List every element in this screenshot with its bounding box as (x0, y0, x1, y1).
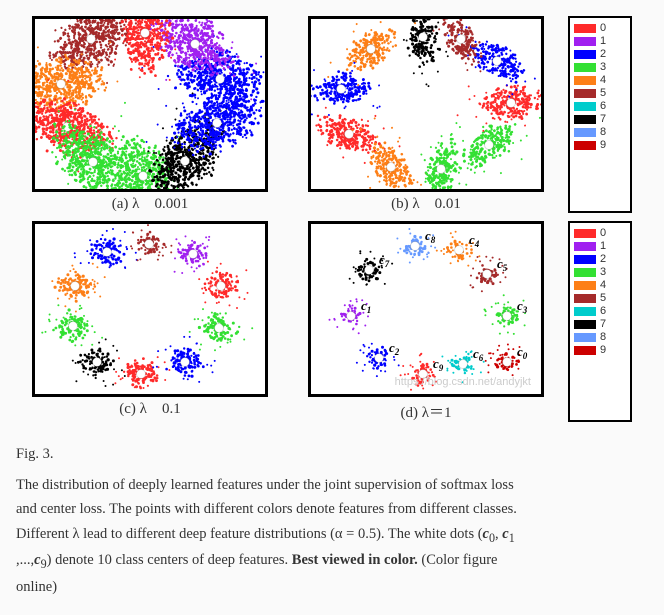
legend-label: 8 (600, 331, 606, 343)
legend-label: 5 (600, 87, 606, 99)
legend-label: 0 (600, 22, 606, 34)
caption-b-value: 0.01 (435, 196, 461, 212)
caption-d-prefix: (d) λ＝1 (400, 405, 451, 421)
cap-bold: Best viewed in color. (292, 552, 418, 568)
figure-grid: (a) λ 0.001 (b) λ 0.01 0123456789 (c) λ … (16, 16, 648, 422)
legend-swatch (574, 346, 596, 355)
fig-label: Fig. 3. (16, 442, 648, 467)
legend-label: 4 (600, 74, 606, 86)
caption-d: (d) λ＝1 (400, 401, 451, 422)
legend-row: 7 (574, 318, 626, 330)
legend-label: 5 (600, 292, 606, 304)
legend-label: 6 (600, 305, 606, 317)
legend-label: 0 (600, 227, 606, 239)
legend-label: 3 (600, 61, 606, 73)
legend-row: 0 (574, 227, 626, 239)
panel-b: (b) λ 0.01 (292, 16, 560, 213)
legend-label: 1 (600, 35, 606, 47)
legend-swatch (574, 63, 596, 72)
legend-label: 9 (600, 139, 606, 151)
legend-label: 9 (600, 344, 606, 356)
cap-l5: online) (16, 579, 57, 595)
legend-row: 9 (574, 344, 626, 356)
plot-b (308, 16, 544, 192)
legend-row: 4 (574, 279, 626, 291)
legend-row: 6 (574, 100, 626, 112)
legend-swatch (574, 24, 596, 33)
legend-swatch (574, 242, 596, 251)
legend-swatch (574, 307, 596, 316)
legend-label: 7 (600, 318, 606, 330)
legend-label: 2 (600, 253, 606, 265)
legend-swatch (574, 89, 596, 98)
legend-row: 3 (574, 266, 626, 278)
legend-bottom: 0123456789 (568, 221, 632, 422)
caption-a: (a) λ 0.001 (112, 196, 188, 213)
panel-a: (a) λ 0.001 (16, 16, 284, 213)
legend-row: 2 (574, 48, 626, 60)
plot-d: c8c4c7c5c1c3c2c9c6c0 https://blog.csdn.n… (308, 221, 544, 397)
legend-swatch (574, 281, 596, 290)
legend-swatch (574, 229, 596, 238)
legend-row: 1 (574, 240, 626, 252)
panel-d: c8c4c7c5c1c3c2c9c6c0 https://blog.csdn.n… (292, 221, 560, 422)
legend-row: 5 (574, 292, 626, 304)
legend-row: 0 (574, 22, 626, 34)
legend-label: 2 (600, 48, 606, 60)
caption-b-prefix: (b) λ (391, 196, 420, 212)
cap-l2: and center loss. The points with differe… (16, 501, 517, 517)
legend-label: 6 (600, 100, 606, 112)
panel-c: (c) λ 0.1 (16, 221, 284, 422)
legend-row: 2 (574, 253, 626, 265)
legend-swatch (574, 333, 596, 342)
caption-c-value: 0.1 (162, 401, 181, 417)
cap-l4b: ) denote 10 class centers of deep featur… (47, 552, 292, 568)
legend-row: 3 (574, 61, 626, 73)
legend-swatch (574, 141, 596, 150)
legend-swatch (574, 268, 596, 277)
caption-a-value: 0.001 (154, 196, 188, 212)
legend-row: 9 (574, 139, 626, 151)
caption-a-prefix: (a) λ (112, 196, 140, 212)
legend-swatch (574, 294, 596, 303)
legend-row: 4 (574, 74, 626, 86)
legend-label: 3 (600, 266, 606, 278)
plot-a (32, 16, 268, 192)
legend-swatch (574, 37, 596, 46)
caption-c-prefix: (c) λ (119, 401, 147, 417)
legend-row: 8 (574, 331, 626, 343)
figure-caption: Fig. 3. The distribution of deeply learn… (16, 442, 648, 599)
legend-swatch (574, 50, 596, 59)
caption-c: (c) λ 0.1 (119, 401, 180, 418)
legend-swatch (574, 255, 596, 264)
caption-b: (b) λ 0.01 (391, 196, 461, 213)
legend-label: 1 (600, 240, 606, 252)
legend-swatch (574, 128, 596, 137)
legend-row: 5 (574, 87, 626, 99)
legend-row: 8 (574, 126, 626, 138)
legend-row: 6 (574, 305, 626, 317)
legend-label: 7 (600, 113, 606, 125)
legend-label: 8 (600, 126, 606, 138)
c1sub: 1 (509, 531, 515, 545)
legend-swatch (574, 102, 596, 111)
legend-row: 1 (574, 35, 626, 47)
cap-l3a: Different λ lead to different deep featu… (16, 526, 483, 542)
legend-row: 7 (574, 113, 626, 125)
watermark: https://blog.csdn.net/andyjkt (395, 376, 531, 388)
legend-top: 0123456789 (568, 16, 632, 213)
cap-tail: (Color figure (418, 552, 498, 568)
plot-c (32, 221, 268, 397)
legend-swatch (574, 115, 596, 124)
cap-l1: The distribution of deeply learned featu… (16, 477, 514, 493)
legend-label: 4 (600, 279, 606, 291)
legend-swatch (574, 76, 596, 85)
cap-l4a: ,..., (16, 552, 34, 568)
legend-swatch (574, 320, 596, 329)
